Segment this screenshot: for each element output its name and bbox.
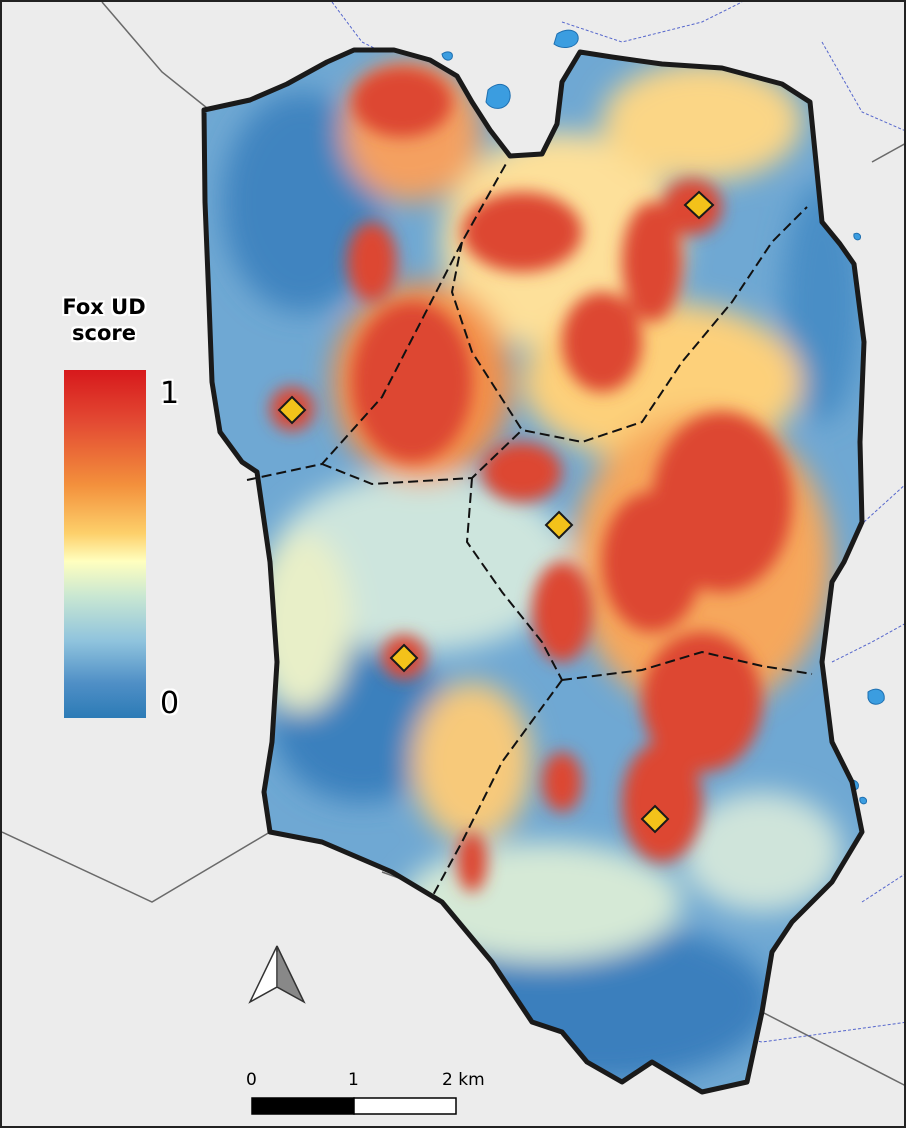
legend-max-label: 1 <box>160 376 180 411</box>
lake <box>853 232 861 241</box>
site-markers <box>277 190 715 834</box>
diamond-icon <box>640 804 670 834</box>
diamond-icon <box>683 190 715 220</box>
utilization-heatmap <box>204 50 864 1092</box>
diamond-icon <box>277 395 307 425</box>
legend-title: Fox UD score <box>54 294 154 346</box>
lake <box>859 796 867 805</box>
lake <box>441 51 453 61</box>
diamond-icon <box>544 510 574 540</box>
legend-title-line1: Fox UD <box>62 295 146 319</box>
north-arrow-icon <box>248 945 306 1004</box>
diamond-icon <box>389 643 419 673</box>
lake <box>553 29 579 48</box>
territory-boundaries <box>246 161 813 898</box>
scale-bar <box>251 1097 457 1115</box>
lake <box>485 83 511 109</box>
scale-label-0: 0 <box>246 1070 257 1090</box>
legend-color-ramp <box>64 370 146 718</box>
legend-title-line2: score <box>72 321 136 345</box>
scale-label-1: 1 <box>348 1070 359 1090</box>
study-area-outline <box>201 47 867 1095</box>
scale-label-2km: 2 km <box>442 1070 485 1090</box>
lake <box>867 688 885 705</box>
legend-min-label: 0 <box>160 686 180 721</box>
